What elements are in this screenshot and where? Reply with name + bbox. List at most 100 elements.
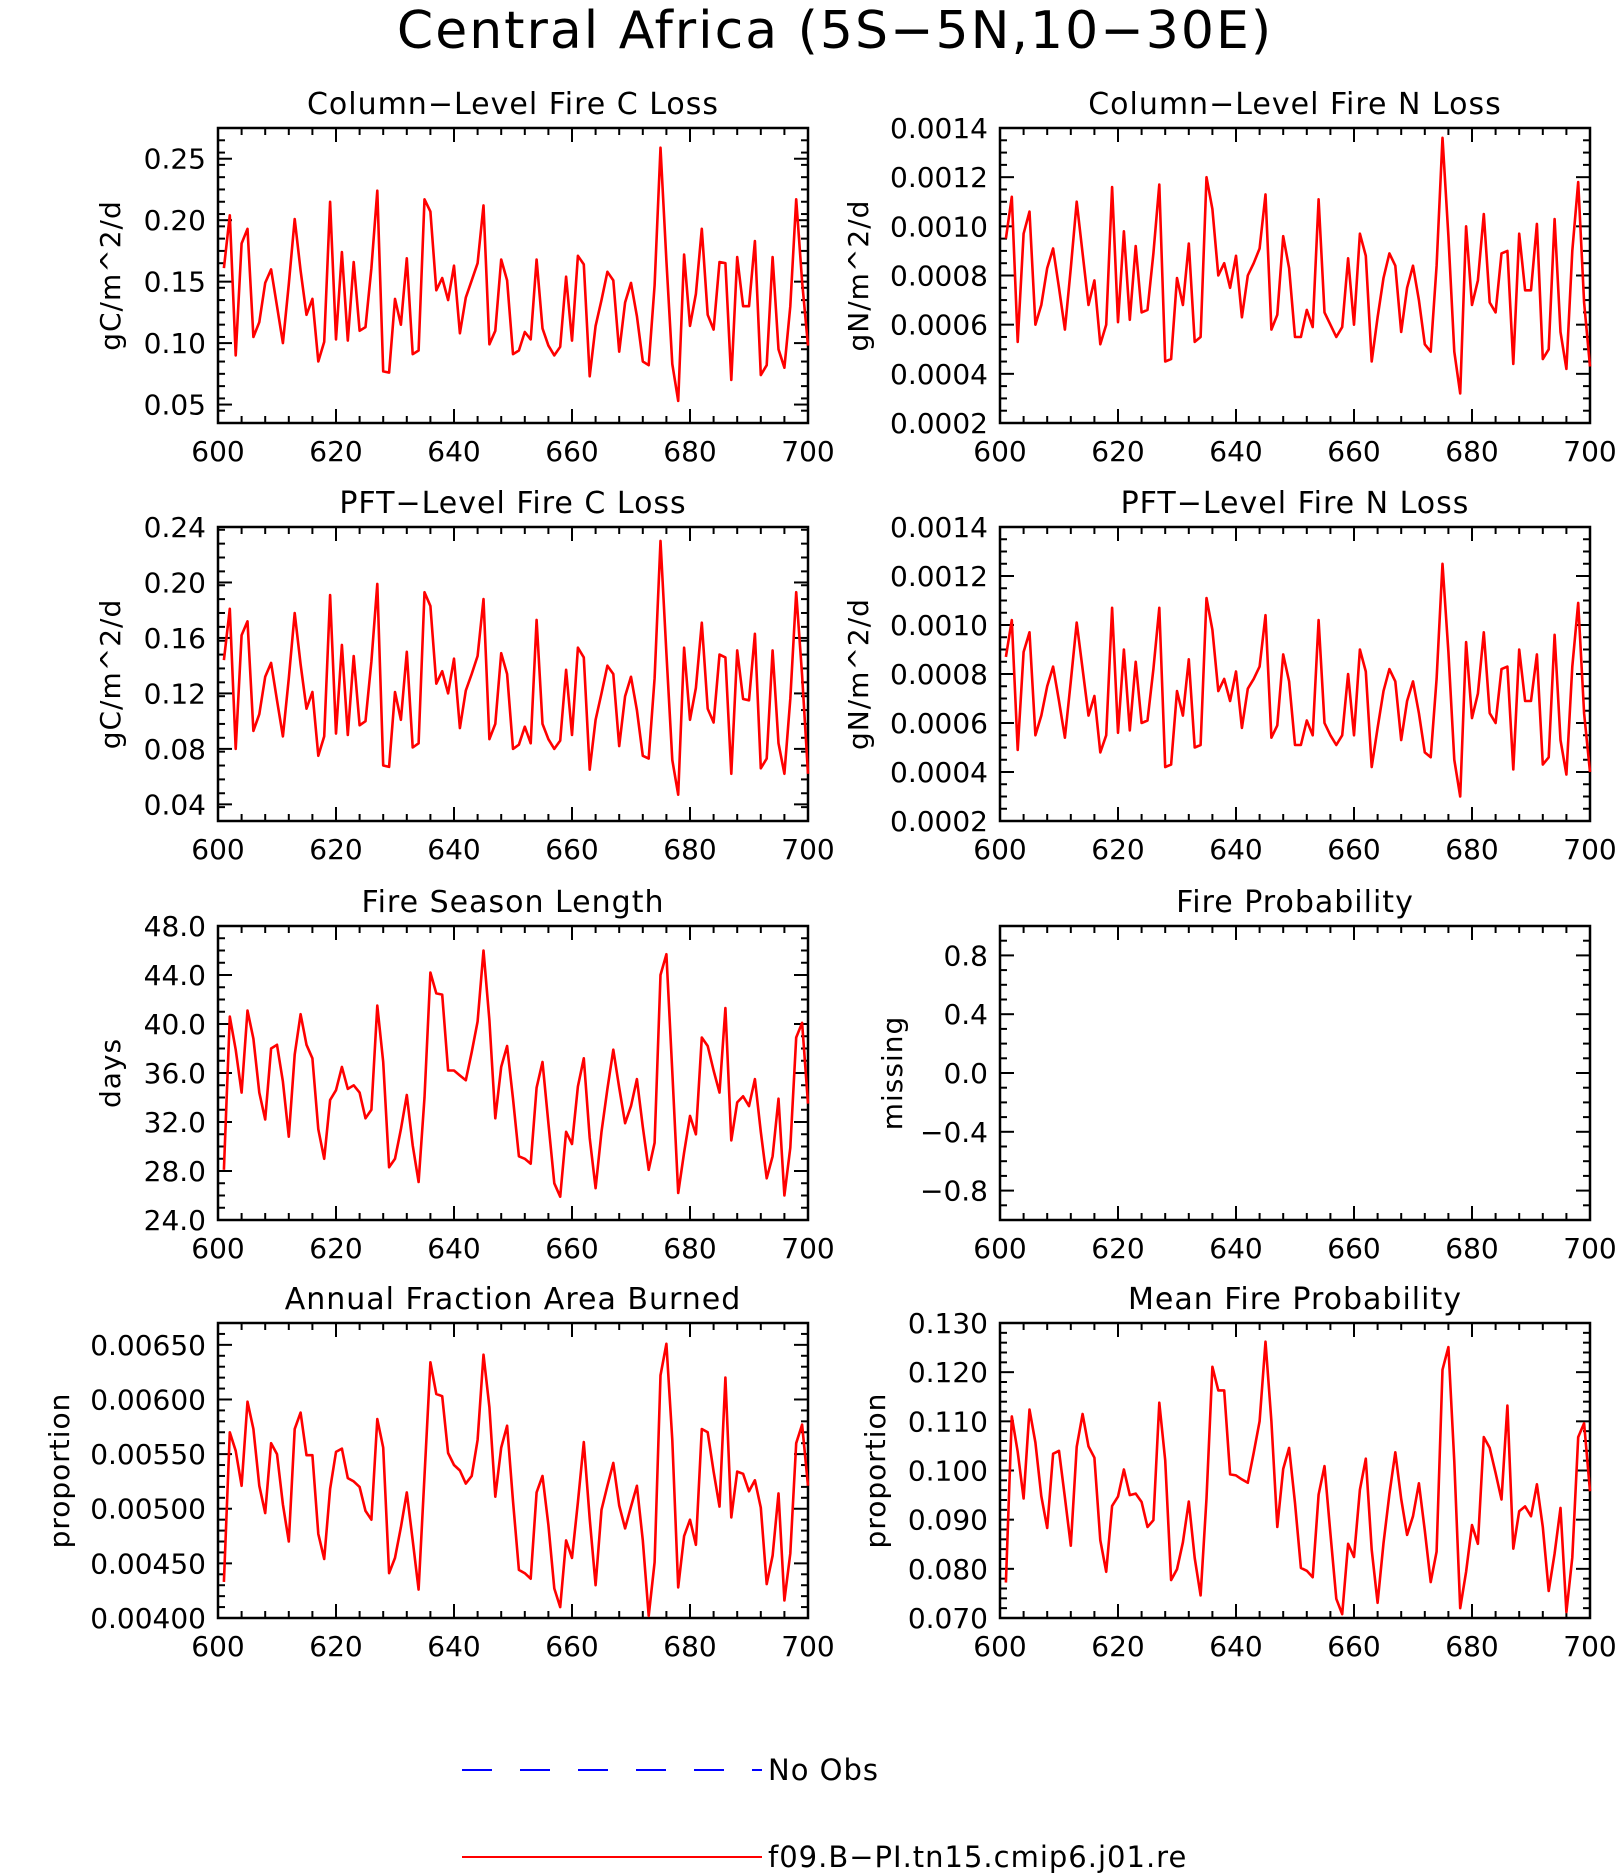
- panel-title: Fire Season Length: [362, 885, 665, 920]
- series-line: [222, 146, 810, 403]
- x-tick-label: 640: [427, 435, 480, 468]
- x-tick-label: 640: [1209, 833, 1262, 866]
- y-tick-label: 32.0: [144, 1106, 206, 1139]
- x-tick-label: 680: [663, 435, 716, 468]
- x-tick-label: 660: [1327, 435, 1380, 468]
- x-tick-label: 660: [1327, 833, 1380, 866]
- y-tick-label: 0.0012: [890, 560, 988, 593]
- y-tick-label: 0.20: [144, 566, 206, 599]
- y-tick-label: 0.00450: [90, 1547, 206, 1580]
- y-tick-label: −0.8: [920, 1175, 988, 1208]
- y-tick-label: 0.4: [943, 998, 988, 1031]
- x-tick-label: 700: [1563, 435, 1616, 468]
- y-tick-label: 36.0: [144, 1057, 206, 1090]
- x-tick-label: 600: [973, 1630, 1026, 1663]
- series-line: [222, 949, 810, 1198]
- x-tick-label: 620: [1091, 1630, 1144, 1663]
- y-tick-label: 0.0004: [890, 358, 988, 391]
- plot-frame: [216, 1321, 810, 1620]
- series-line: [222, 1342, 810, 1618]
- panel-title: Column−Level Fire C Loss: [307, 87, 719, 122]
- panel-title: Annual Fraction Area Burned: [285, 1282, 742, 1317]
- y-tick-label: 44.0: [144, 959, 206, 992]
- y-tick-label: 0.080: [908, 1553, 988, 1586]
- panel-title: Mean Fire Probability: [1128, 1282, 1462, 1317]
- x-tick-label: 600: [973, 1232, 1026, 1265]
- panel-fire-season-length: 600 620 640 660 680 700 24.0 28.0 32.0 36.0 40.0 44…: [94, 885, 835, 1265]
- x-tick-label: 620: [1091, 435, 1144, 468]
- x-tick-label: 680: [1445, 1232, 1498, 1265]
- panel-title: PFT−Level Fire C Loss: [339, 486, 686, 521]
- y-tick-label: 0.0010: [890, 609, 988, 642]
- y-tick-label: 0.00650: [90, 1329, 206, 1362]
- x-tick-label: 660: [545, 435, 598, 468]
- x-tick-label: 620: [309, 833, 362, 866]
- panel-pft-fire-n-loss: 600 620 640 660 680 700 0.0002 0.0004 0.0006 0.00…: [842, 486, 1617, 866]
- y-tick-label: 0.0014: [890, 511, 988, 544]
- y-tick-label: 0.0: [943, 1057, 988, 1090]
- y-tick-label: 0.0004: [890, 756, 988, 789]
- y-tick-label: 0.00600: [90, 1383, 206, 1416]
- y-tick-label: 0.0012: [890, 161, 988, 194]
- y-tick-label: 0.08: [144, 733, 206, 766]
- y-tick-label: 0.070: [908, 1602, 988, 1635]
- x-tick-label: 620: [1091, 1232, 1144, 1265]
- x-tick-label: 680: [1445, 1630, 1498, 1663]
- x-tick-label: 700: [781, 435, 834, 468]
- x-tick-label: 640: [1209, 1630, 1262, 1663]
- y-tick-label: 0.0006: [890, 707, 988, 740]
- x-tick-label: 660: [545, 1232, 598, 1265]
- y-tick-label: 0.100: [908, 1455, 988, 1488]
- x-tick-label: 680: [1445, 435, 1498, 468]
- y-tick-label: 40.0: [144, 1008, 206, 1041]
- y-tick-label: 0.05: [144, 389, 206, 422]
- y-tick-label: 0.00550: [90, 1438, 206, 1471]
- y-tick-label: 0.090: [908, 1504, 988, 1537]
- plot-frame: [216, 924, 810, 1222]
- y-tick-label: 0.110: [908, 1405, 988, 1438]
- y-tick-label: 0.00400: [90, 1602, 206, 1635]
- x-tick-label: 600: [191, 1232, 244, 1265]
- y-tick-label: 0.25: [144, 143, 206, 176]
- x-tick-label: 640: [427, 1630, 480, 1663]
- y-tick-label: 0.15: [144, 266, 206, 299]
- y-tick-label: 0.12: [144, 677, 206, 710]
- y-tick-label: 48.0: [144, 910, 206, 943]
- plot-frame: [998, 126, 1592, 425]
- series-line: [1004, 136, 1592, 395]
- x-tick-label: 700: [1563, 1630, 1616, 1663]
- y-tick-label: 0.20: [144, 204, 206, 237]
- y-tick-label: 0.00500: [90, 1493, 206, 1526]
- x-tick-label: 620: [309, 435, 362, 468]
- y-tick-label: 0.10: [144, 327, 206, 360]
- y-tick-label: 0.24: [144, 511, 206, 544]
- y-axis-label: gN/m^2/d: [842, 598, 875, 750]
- y-axis-label: gC/m^2/d: [94, 599, 127, 750]
- x-tick-label: 700: [781, 1232, 834, 1265]
- y-tick-label: 28.0: [144, 1155, 206, 1188]
- x-tick-label: 680: [663, 1232, 716, 1265]
- x-tick-label: 600: [973, 435, 1026, 468]
- legend-no-obs-label: No Obs: [768, 1753, 879, 1787]
- figure-title: Central Africa (5S−5N,10−30E): [397, 1, 1273, 61]
- y-tick-label: 0.0014: [890, 112, 988, 145]
- y-tick-label: 0.0008: [890, 260, 988, 293]
- y-tick-label: 0.16: [144, 622, 206, 655]
- series-line: [1004, 562, 1592, 798]
- series-line: [222, 539, 810, 797]
- x-tick-label: 680: [663, 833, 716, 866]
- y-axis-label: gC/m^2/d: [94, 200, 127, 351]
- x-tick-label: 660: [545, 833, 598, 866]
- x-tick-label: 600: [191, 833, 244, 866]
- panel-title: Column−Level Fire N Loss: [1088, 87, 1502, 122]
- y-tick-label: 0.0002: [890, 805, 988, 838]
- panel-mean-fire-probability: 600 620 640 660 680 700 0.070 0.080 0.090 0.100 0.…: [859, 1282, 1617, 1663]
- x-tick-label: 620: [1091, 833, 1144, 866]
- legend: No Obs f09.B−PI.tn15.cmip6.j01.re: [462, 1753, 1186, 1874]
- y-tick-label: 0.04: [144, 788, 206, 821]
- x-tick-label: 660: [1327, 1630, 1380, 1663]
- x-tick-label: 600: [973, 833, 1026, 866]
- y-tick-label: 0.120: [908, 1356, 988, 1389]
- series-line: [1004, 1340, 1592, 1616]
